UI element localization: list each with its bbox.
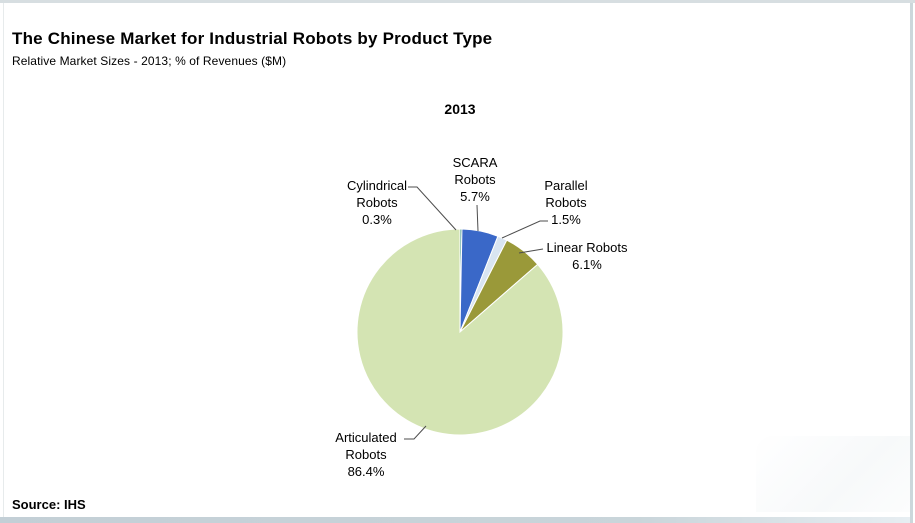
leader-line-cylindrical <box>408 186 457 231</box>
leader-line-articulated <box>404 425 427 440</box>
slice-label-name: Cylindrical Robots <box>347 178 407 210</box>
leader-line-scara <box>476 204 479 232</box>
slice-label-name: Articulated Robots <box>335 430 397 462</box>
slide-border-top <box>0 0 915 3</box>
slide-border-right <box>910 3 913 523</box>
slice-label-articulated: Articulated Robots 86.4% <box>326 429 406 480</box>
slice-label-name: Linear Robots <box>546 240 628 255</box>
slide-border-left <box>3 3 4 517</box>
slice-label-linear: Linear Robots 6.1% <box>532 239 642 273</box>
chart-year-title: 2013 <box>444 101 476 117</box>
slice-label-pct: 5.7% <box>460 189 490 204</box>
slice-label-pct: 1.5% <box>551 212 581 227</box>
slice-label-parallel: Parallel Robots 1.5% <box>536 177 596 228</box>
leader-line-linear <box>518 248 544 254</box>
page-subtitle: Relative Market Sizes - 2013; % of Reven… <box>12 54 287 68</box>
leader-line-parallel <box>501 220 548 239</box>
pie-slice-articulated-robots <box>356 228 564 436</box>
page-title: The Chinese Market for Industrial Robots… <box>12 29 493 48</box>
watermark <box>756 436 910 512</box>
slice-label-name: Parallel Robots <box>544 178 588 210</box>
slice-label-cylindrical: Cylindrical Robots 0.3% <box>337 177 417 228</box>
slice-label-scara: SCARA Robots 5.7% <box>445 154 505 205</box>
slice-label-pct: 86.4% <box>347 464 385 479</box>
slide-border-bottom <box>0 517 910 523</box>
source-note: Source: IHS <box>12 497 86 512</box>
slice-label-name: SCARA Robots <box>452 155 498 187</box>
pie-slices <box>356 228 564 436</box>
slice-label-pct: 6.1% <box>572 257 602 272</box>
slice-label-pct: 0.3% <box>362 212 392 227</box>
